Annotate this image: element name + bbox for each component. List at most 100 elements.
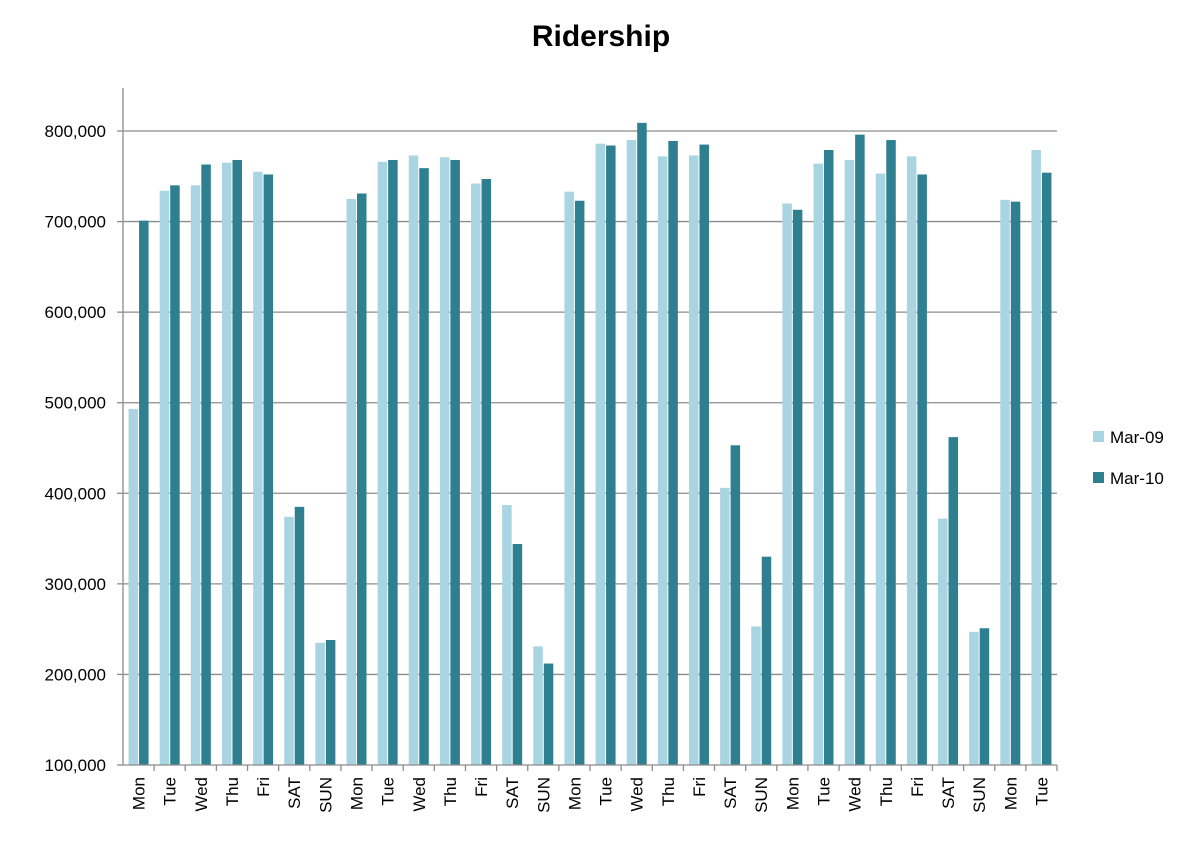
bar-mar-10 <box>637 122 647 765</box>
x-tick-label: Tue <box>1032 777 1051 806</box>
bar-mar-10 <box>512 544 523 765</box>
x-tick-label: SUN <box>752 777 771 813</box>
bar-mar-10 <box>481 179 492 765</box>
bar-mar-09 <box>471 183 481 765</box>
x-tick-label: SAT <box>285 777 304 809</box>
y-tick-label: 600,000 <box>45 303 106 322</box>
bar-mar-09 <box>875 173 886 765</box>
bars <box>128 122 1052 766</box>
bar-mar-10 <box>886 140 896 766</box>
bar-mar-10 <box>948 437 959 765</box>
bar-mar-09 <box>938 518 948 765</box>
bar-mar-10 <box>855 134 865 765</box>
x-tick-label: Mon <box>783 777 802 810</box>
x-tick-label: Thu <box>441 777 460 806</box>
x-tick-label: Mon <box>565 777 584 810</box>
bar-mar-10 <box>668 140 678 765</box>
bar-mar-09 <box>969 631 979 765</box>
x-tick-label: Wed <box>410 777 429 812</box>
bar-mar-09 <box>595 143 606 765</box>
y-tick-label: 800,000 <box>45 122 106 141</box>
bar-mar-09 <box>1000 199 1010 765</box>
bar-mar-10 <box>824 150 834 765</box>
bar-mar-10 <box>263 174 274 765</box>
x-tick-label: SUN <box>970 777 989 813</box>
x-tick-label: Wed <box>628 777 647 812</box>
x-axis: Mon Tue Wed Thu Fri SAT SUN Mon Tue Wed Thu Fri SAT S… <box>123 764 1058 813</box>
bar-mar-09 <box>190 185 201 766</box>
bar-mar-09 <box>657 156 668 766</box>
x-tick-label: SUN <box>534 777 553 813</box>
legend-swatch-mar-09 <box>1093 431 1104 442</box>
bar-mar-09 <box>315 642 325 765</box>
bar-mar-10 <box>699 144 709 766</box>
y-axis: 100,000 200,000 300,000 400,000 500,000 600,0… <box>45 88 124 775</box>
bar-mar-10 <box>761 556 772 765</box>
bar-mar-10 <box>730 445 741 765</box>
bar-mar-09 <box>128 409 139 765</box>
y-tick-label: 100,000 <box>45 756 106 775</box>
bar-mar-09 <box>159 190 170 765</box>
bar-mar-10 <box>574 200 585 766</box>
x-tick-label: Mon <box>348 777 367 810</box>
legend-label: Mar-10 <box>1110 469 1164 488</box>
bar-mar-09 <box>221 162 232 765</box>
x-tick-label: SAT <box>939 777 958 809</box>
bar-mar-09 <box>626 140 637 766</box>
y-tick-label: 300,000 <box>45 575 106 594</box>
x-tick-label: Wed <box>192 777 211 812</box>
bar-mar-10 <box>170 185 180 766</box>
bar-mar-10 <box>450 159 460 766</box>
bar-mar-09 <box>439 157 450 765</box>
x-tick-label: Fri <box>908 777 927 797</box>
x-tick-label: Mon <box>1001 777 1020 810</box>
bar-mar-09 <box>346 198 356 765</box>
x-tick-label: Wed <box>846 777 865 812</box>
x-tick-label: Fri <box>472 777 491 797</box>
bar-mar-09 <box>906 156 917 766</box>
bar-mar-10 <box>792 209 803 766</box>
x-tick-label: Mon <box>130 777 149 810</box>
y-tick-label: 500,000 <box>45 394 106 413</box>
x-tick-label: Tue <box>379 777 398 806</box>
bar-mar-10 <box>606 145 616 765</box>
bar-mar-09 <box>377 161 388 765</box>
bar-mar-09 <box>533 646 543 765</box>
bar-mar-10 <box>1041 172 1052 766</box>
bar-mar-10 <box>388 159 398 766</box>
bar-mar-09 <box>253 171 263 765</box>
x-tick-label: Thu <box>223 777 242 806</box>
bar-mar-09 <box>720 487 730 765</box>
y-tick-label: 400,000 <box>45 484 106 503</box>
x-tick-label: Tue <box>597 777 616 806</box>
bar-mar-10 <box>419 168 429 766</box>
bar-mar-09 <box>782 203 792 765</box>
bar-mar-09 <box>688 155 699 765</box>
legend-label: Mar-09 <box>1110 428 1164 447</box>
bar-mar-10 <box>325 640 336 765</box>
chart-title: Ridership <box>532 20 670 53</box>
x-tick-label: SUN <box>316 777 335 813</box>
bar-mar-09 <box>813 163 823 765</box>
bar-mar-09 <box>564 191 574 765</box>
legend: Mar-09 Mar-10 <box>1093 428 1164 488</box>
y-tick-label: 700,000 <box>45 213 106 232</box>
x-tick-label: Fri <box>254 777 273 797</box>
bar-mar-09 <box>284 516 294 765</box>
bar-mar-10 <box>232 159 242 766</box>
x-tick-label: SAT <box>503 777 522 809</box>
bar-mar-10 <box>294 506 305 765</box>
x-tick-label: Tue <box>815 777 834 806</box>
bar-mar-09 <box>502 505 512 765</box>
legend-swatch-mar-10 <box>1093 472 1104 483</box>
bar-mar-09 <box>1031 150 1041 765</box>
x-tick-label: SAT <box>721 777 740 809</box>
bar-mar-10 <box>201 164 211 766</box>
bar-mar-10 <box>139 220 149 765</box>
x-tick-label: Thu <box>877 777 896 806</box>
bar-mar-09 <box>751 626 761 765</box>
y-tick-label: 200,000 <box>45 665 106 684</box>
bar-mar-10 <box>979 628 990 765</box>
